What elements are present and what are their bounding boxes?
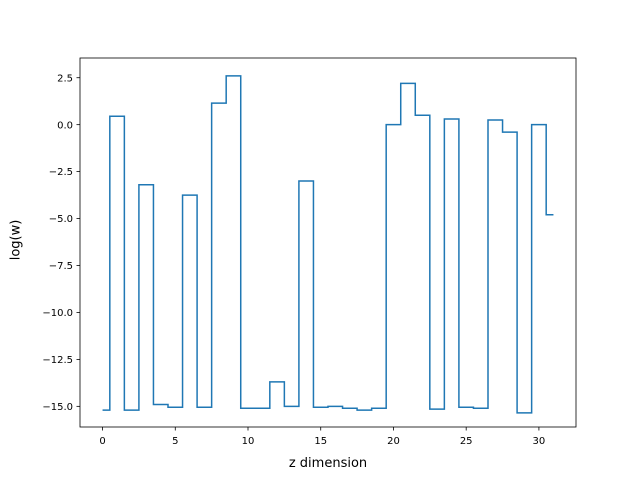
y-tick-label: −10.0: [42, 308, 73, 319]
x-tick-label: 15: [314, 436, 327, 447]
series-line-0: [102, 75, 554, 414]
y-tick-label: −2.5: [49, 167, 73, 178]
axes: 0 5 10 15 20 25 30 2.5 0.0 −2.5 −5.0 −7.5 −10.0 −12.5…: [42, 57, 577, 447]
y-tick-label: −15.0: [42, 402, 73, 413]
y-tick-label: 0.0: [57, 120, 73, 131]
x-tick-label: 25: [460, 436, 473, 447]
y-tick-label: 2.5: [57, 73, 73, 84]
x-tick-label: 10: [242, 436, 255, 447]
x-tick-label: 20: [387, 436, 400, 447]
y-tick-label: −5.0: [49, 214, 73, 225]
y-tick-label: −7.5: [49, 261, 73, 272]
x-axis-label: z dimension: [289, 456, 367, 471]
x-tick-label: 5: [172, 436, 178, 447]
y-axis-label: log(w): [9, 220, 24, 261]
y-tick-label: −12.5: [42, 355, 73, 366]
x-tick-label: 30: [533, 436, 546, 447]
plot-area: [102, 75, 554, 414]
x-tick-label: 0: [99, 436, 105, 447]
axes-frame: [79, 57, 577, 428]
